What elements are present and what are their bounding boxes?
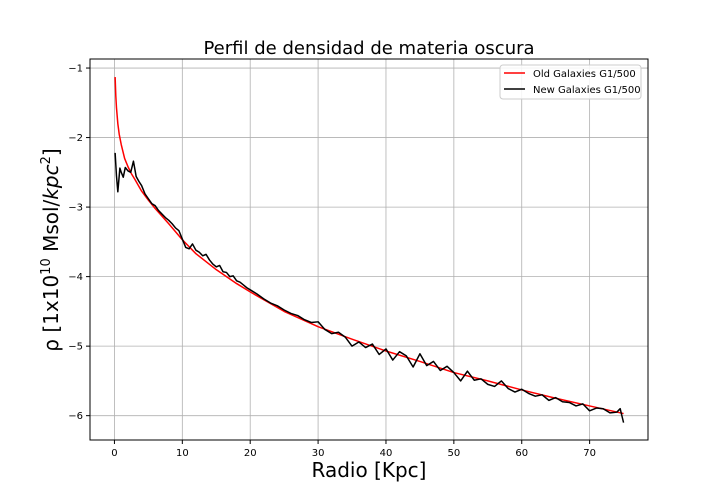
y-tick-label: −4 (68, 272, 83, 283)
y-axis-label: ρ [1x1010 Msol/kpc2] (39, 148, 63, 351)
x-tick-label: 40 (380, 448, 393, 459)
x-tick-label: 30 (312, 448, 325, 459)
x-axis-ticks: 0 10 20 30 40 50 60 70 (111, 440, 596, 459)
y-axis-label-exponent: 10 (39, 258, 54, 275)
x-tick-label: 10 (176, 448, 189, 459)
y-tick-label: −2 (68, 133, 83, 144)
chart-title: Perfil de densidad de materia oscura (203, 38, 534, 59)
y-tick-label: −1 (68, 64, 83, 75)
x-axis-label: Radio [Kpc] (312, 458, 427, 482)
y-axis-label-unit-exponent: 2 (39, 156, 54, 164)
legend-label-new-galaxies: New Galaxies G1/500 (533, 85, 641, 96)
legend-label-old-galaxies: Old Galaxies G1/500 (533, 69, 636, 80)
y-tick-label: −6 (68, 411, 83, 422)
y-axis-label-unit: Msol/ (39, 199, 63, 258)
x-tick-label: 70 (583, 448, 596, 459)
x-tick-label: 50 (447, 448, 460, 459)
grid (90, 59, 648, 440)
x-tick-label: 60 (515, 448, 528, 459)
y-tick-label: −3 (68, 203, 83, 214)
y-axis-ticks: −1 −2 −3 −4 −5 −6 (68, 64, 90, 422)
y-axis-label-unit-italic: kpc (39, 164, 63, 199)
x-tick-label: 0 (111, 448, 117, 459)
series-lines (114, 77, 625, 423)
plot-frame (89, 58, 649, 441)
y-axis-label-prefix: ρ [1x10 (39, 275, 63, 352)
series-line-new-galaxies (114, 152, 625, 423)
y-axis-label-suffix: ] (39, 148, 63, 156)
legend: Old Galaxies G1/500 New Galaxies G1/500 (499, 64, 642, 100)
y-tick-label: −5 (68, 342, 83, 353)
legend-box (499, 64, 642, 100)
x-tick-label: 20 (244, 448, 257, 459)
